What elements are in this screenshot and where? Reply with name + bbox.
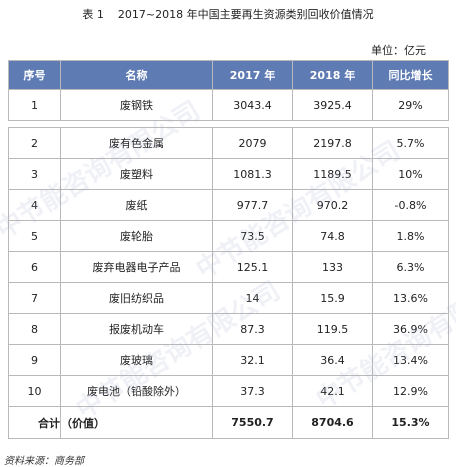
total-row: 合计 （价值） 7550.7 8704.6 15.3% bbox=[8, 406, 449, 439]
row-growth: 36.9% bbox=[372, 313, 449, 345]
row-2017-value: 2079 bbox=[212, 127, 293, 159]
row-name: 废钢铁 bbox=[60, 89, 213, 121]
row-2017-value: 125.1 bbox=[212, 251, 293, 283]
row-2018-value: 119.5 bbox=[292, 313, 373, 345]
row-growth: 5.7% bbox=[372, 127, 449, 159]
recycling-value-table: 序号 名称 2017 年 2018 年 同比增长 1 废钢铁 3043.4 39… bbox=[8, 60, 449, 439]
row-index: 1 bbox=[8, 89, 61, 121]
row-name: 废塑料 bbox=[60, 158, 213, 190]
row-2018-value: 1189.5 bbox=[292, 158, 373, 190]
row-growth: 13.4% bbox=[372, 344, 449, 376]
table-row: 9 废玻璃 32.1 36.4 13.4% bbox=[8, 344, 449, 376]
header-growth: 同比增长 bbox=[372, 60, 449, 90]
row-index: 5 bbox=[8, 220, 61, 252]
row-name: 废纸 bbox=[60, 189, 213, 221]
spacer-cell bbox=[8, 120, 449, 128]
table-row: 7 废旧纺织品 14 15.9 13.6% bbox=[8, 282, 449, 314]
row-2017-value: 1081.3 bbox=[212, 158, 293, 190]
source-note: 资料来源：商务部 bbox=[4, 456, 84, 467]
table-row: 5 废轮胎 73.5 74.8 1.8% bbox=[8, 220, 449, 252]
header-index: 序号 bbox=[8, 60, 61, 90]
table-row: 6 废弃电器电子产品 125.1 133 6.3% bbox=[8, 251, 449, 283]
unit-label: 单位：亿元 bbox=[371, 44, 426, 57]
row-2018-value: 3925.4 bbox=[292, 89, 373, 121]
row-2018-value: 2197.8 bbox=[292, 127, 373, 159]
row-growth: 29% bbox=[372, 89, 449, 121]
row-index: 10 bbox=[8, 375, 61, 407]
total-growth: 15.3% bbox=[372, 406, 449, 439]
row-2018-value: 15.9 bbox=[292, 282, 373, 314]
row-name: 废弃电器电子产品 bbox=[60, 251, 213, 283]
header-row: 序号 名称 2017 年 2018 年 同比增长 bbox=[8, 60, 449, 90]
row-2017-value: 32.1 bbox=[212, 344, 293, 376]
table-row: 2 废有色金属 2079 2197.8 5.7% bbox=[8, 127, 449, 159]
row-2018-value: 970.2 bbox=[292, 189, 373, 221]
table-caption: 表 1 2017~2018 年中国主要再生资源类别回收价值情况 bbox=[82, 8, 374, 21]
header-2018: 2018 年 bbox=[292, 60, 373, 90]
row-growth: 10% bbox=[372, 158, 449, 190]
row-2017-value: 14 bbox=[212, 282, 293, 314]
row-index: 9 bbox=[8, 344, 61, 376]
table-row: 3 废塑料 1081.3 1189.5 10% bbox=[8, 158, 449, 190]
header-name: 名称 bbox=[60, 60, 213, 90]
row-name: 废玻璃 bbox=[60, 344, 213, 376]
row-growth: 13.6% bbox=[372, 282, 449, 314]
row-growth: 12.9% bbox=[372, 375, 449, 407]
total-2017-value: 7550.7 bbox=[212, 406, 293, 439]
header-2017: 2017 年 bbox=[212, 60, 293, 90]
row-index: 4 bbox=[8, 189, 61, 221]
row-spacer bbox=[8, 120, 449, 128]
row-2018-value: 36.4 bbox=[292, 344, 373, 376]
row-growth: 1.8% bbox=[372, 220, 449, 252]
total-2018-value: 8704.6 bbox=[292, 406, 373, 439]
total-label: 合计 bbox=[8, 406, 61, 439]
table-row: 1 废钢铁 3043.4 3925.4 29% bbox=[8, 89, 449, 121]
row-name: 废轮胎 bbox=[60, 220, 213, 252]
row-name: 报废机动车 bbox=[60, 313, 213, 345]
row-name: 废有色金属 bbox=[60, 127, 213, 159]
row-growth: 6.3% bbox=[372, 251, 449, 283]
row-index: 6 bbox=[8, 251, 61, 283]
table-row: 4 废纸 977.7 970.2 -0.8% bbox=[8, 189, 449, 221]
row-name: 废旧纺织品 bbox=[60, 282, 213, 314]
row-name: 废电池（铅酸除外） bbox=[60, 375, 213, 407]
row-2017-value: 73.5 bbox=[212, 220, 293, 252]
row-2018-value: 42.1 bbox=[292, 375, 373, 407]
row-2017-value: 87.3 bbox=[212, 313, 293, 345]
table-row: 8 报废机动车 87.3 119.5 36.9% bbox=[8, 313, 449, 345]
row-index: 3 bbox=[8, 158, 61, 190]
row-2017-value: 37.3 bbox=[212, 375, 293, 407]
row-2018-value: 74.8 bbox=[292, 220, 373, 252]
row-2017-value: 3043.4 bbox=[212, 89, 293, 121]
row-growth: -0.8% bbox=[372, 189, 449, 221]
row-index: 8 bbox=[8, 313, 61, 345]
total-label-suffix: （价值） bbox=[60, 406, 213, 439]
row-index: 7 bbox=[8, 282, 61, 314]
table-row: 10 废电池（铅酸除外） 37.3 42.1 12.9% bbox=[8, 375, 449, 407]
row-index: 2 bbox=[8, 127, 61, 159]
row-2018-value: 133 bbox=[292, 251, 373, 283]
row-2017-value: 977.7 bbox=[212, 189, 293, 221]
